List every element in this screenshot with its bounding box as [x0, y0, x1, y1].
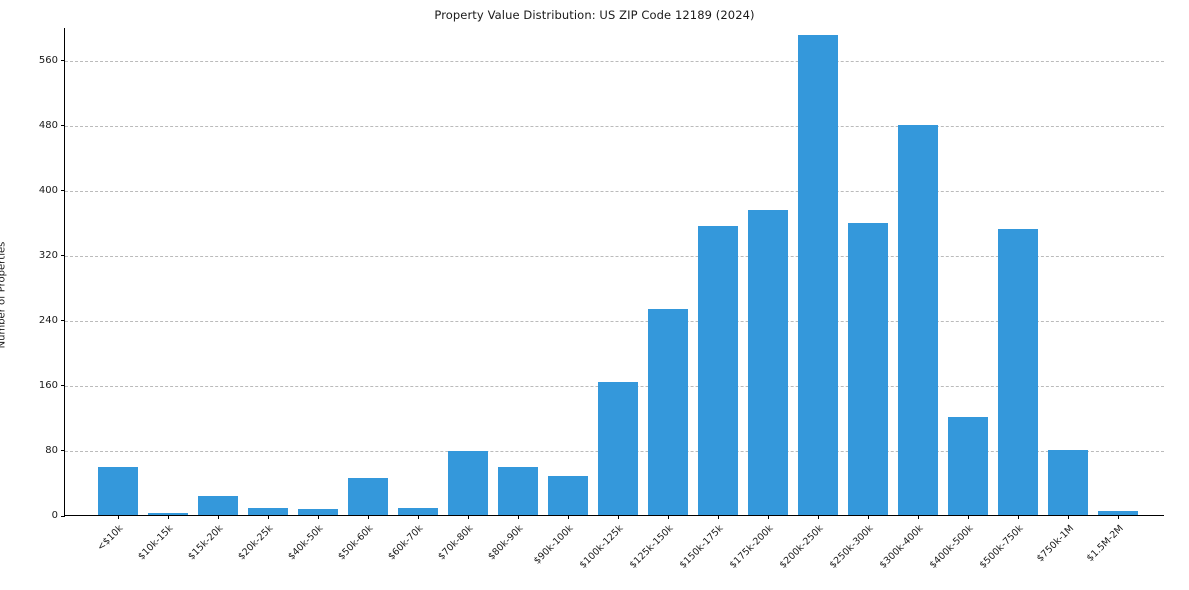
y-axis-tick-label: 240: [38, 314, 58, 326]
bar[interactable]: [598, 382, 638, 515]
x-axis-tick-mark: [718, 515, 719, 519]
bar[interactable]: [748, 210, 788, 515]
bar-group: $90k-100k: [532, 28, 593, 567]
bar-series: <$10k $10k-15k $15k-20k $20k-25k $40k-50k $50…: [65, 28, 1164, 571]
bar-group: $750k-1M: [1035, 28, 1093, 564]
bar-group: $70k-80k: [436, 28, 493, 562]
bar-group: $200k-250k: [778, 28, 843, 571]
y-axis-tick-mark: [61, 515, 65, 517]
x-axis-tick-mark: [318, 515, 319, 519]
bar[interactable]: [448, 450, 488, 515]
x-axis-tick-label: $1.5M-2M: [1084, 523, 1126, 565]
bar-group: $80k-90k: [486, 28, 543, 562]
y-axis-tick-label: 320: [38, 249, 58, 261]
x-axis-tick-label: $250k-300k: [827, 523, 876, 571]
bar[interactable]: [348, 478, 388, 515]
bar-group: $50k-60k: [336, 28, 393, 562]
bar[interactable]: [898, 125, 938, 515]
bar[interactable]: [148, 512, 188, 515]
x-axis-tick-mark: [1018, 515, 1019, 519]
bar[interactable]: [298, 509, 338, 515]
y-axis-tick-label: 160: [38, 379, 58, 391]
bar-group: $500k-750k: [978, 28, 1043, 571]
x-axis-tick-mark: [618, 515, 619, 519]
x-axis-tick-mark: [418, 515, 419, 519]
x-axis-tick-label: $70k-80k: [436, 523, 476, 563]
bar[interactable]: [248, 507, 288, 515]
bar-group: $60k-70k: [386, 28, 443, 562]
bar[interactable]: [98, 467, 138, 515]
bar-group: $100k-125k: [578, 28, 643, 571]
x-axis-tick-label: $20k-25k: [236, 523, 276, 563]
y-axis-tick-label: 400: [38, 184, 58, 196]
bar[interactable]: [698, 226, 738, 515]
x-axis-tick-label: $150k-175k: [677, 523, 726, 571]
bar[interactable]: [548, 475, 588, 515]
page-title: Property Value Distribution: US ZIP Code…: [434, 8, 755, 22]
bar-group: $125k-150k: [628, 28, 693, 571]
x-axis-tick-label: $50k-60k: [336, 523, 376, 563]
bar-group: <$10k: [93, 28, 143, 553]
x-axis-tick-mark: [118, 515, 119, 519]
x-axis-tick-label: $10k-15k: [136, 523, 176, 563]
x-axis-tick-label: $60k-70k: [386, 523, 426, 563]
bar-group: $10k-15k: [136, 28, 193, 562]
plot-area: 0 80 160 240 320 400 480 560 <$10k $10k-15k $15k-…: [39, 28, 1164, 571]
x-axis-tick-mark: [168, 515, 169, 519]
bar-group: $40k-50k: [286, 28, 343, 562]
bar-group: $15k-20k: [186, 28, 243, 562]
bar-group: $20k-25k: [236, 28, 293, 562]
x-axis-tick-label: $40k-50k: [286, 523, 326, 563]
x-axis-tick-label: <$10k: [95, 523, 126, 554]
x-axis-tick-mark: [468, 515, 469, 519]
bar-group: $1.5M-2M: [1085, 28, 1143, 564]
x-axis-tick-mark: [368, 515, 369, 519]
x-axis-tick-mark: [518, 515, 519, 519]
x-axis-tick-label: $500k-750k: [977, 523, 1026, 571]
bar[interactable]: [848, 223, 888, 515]
x-axis-tick-mark: [918, 515, 919, 519]
x-axis-tick-label: $750k-1M: [1034, 523, 1076, 565]
x-axis-tick-mark: [1118, 515, 1119, 519]
y-axis-tick-label: 480: [38, 119, 58, 131]
x-axis-tick-label: $400k-500k: [927, 523, 976, 571]
x-axis-tick-mark: [668, 515, 669, 519]
y-axis-tick-label: 80: [45, 444, 58, 456]
x-axis-tick-label: $175k-200k: [727, 523, 776, 571]
x-axis-tick-label: $125k-150k: [627, 523, 676, 571]
bar-group: $150k-175k: [678, 28, 743, 571]
x-axis-tick-mark: [218, 515, 219, 519]
bar[interactable]: [498, 467, 538, 515]
bar[interactable]: [1048, 449, 1088, 515]
bar[interactable]: [648, 309, 688, 515]
bar[interactable]: [198, 496, 238, 515]
x-axis-tick-mark: [768, 515, 769, 519]
bar-group: $250k-300k: [828, 28, 893, 571]
x-axis-tick-label: $200k-250k: [777, 523, 826, 571]
x-axis-tick-mark: [818, 515, 819, 519]
bar-group: $175k-200k: [728, 28, 793, 571]
x-axis-tick-label: $100k-125k: [577, 523, 626, 571]
x-axis-tick-mark: [1068, 515, 1069, 519]
y-axis-tick-label: 0: [51, 510, 58, 521]
bar[interactable]: [798, 35, 838, 515]
bar-group: $300k-400k: [878, 28, 943, 571]
x-axis-tick-label: $80k-90k: [486, 523, 526, 563]
x-axis-tick-mark: [568, 515, 569, 519]
x-axis-tick-mark: [868, 515, 869, 519]
y-axis-label-text: Number of Properties: [0, 241, 8, 349]
y-axis-tick-label: 560: [38, 54, 58, 66]
x-axis-tick-label: $15k-20k: [186, 523, 226, 563]
x-axis-tick-label: $300k-400k: [877, 523, 926, 571]
y-axis-label: Number of Properties: [0, 188, 8, 349]
bar[interactable]: [998, 228, 1038, 515]
bar[interactable]: [1098, 510, 1138, 515]
x-axis-tick-label: $90k-100k: [532, 523, 576, 567]
x-axis-tick-mark: [268, 515, 269, 519]
bar-group: $400k-500k: [928, 28, 993, 571]
bar[interactable]: [948, 417, 988, 515]
bar[interactable]: [398, 507, 438, 515]
x-axis-tick-mark: [968, 515, 969, 519]
